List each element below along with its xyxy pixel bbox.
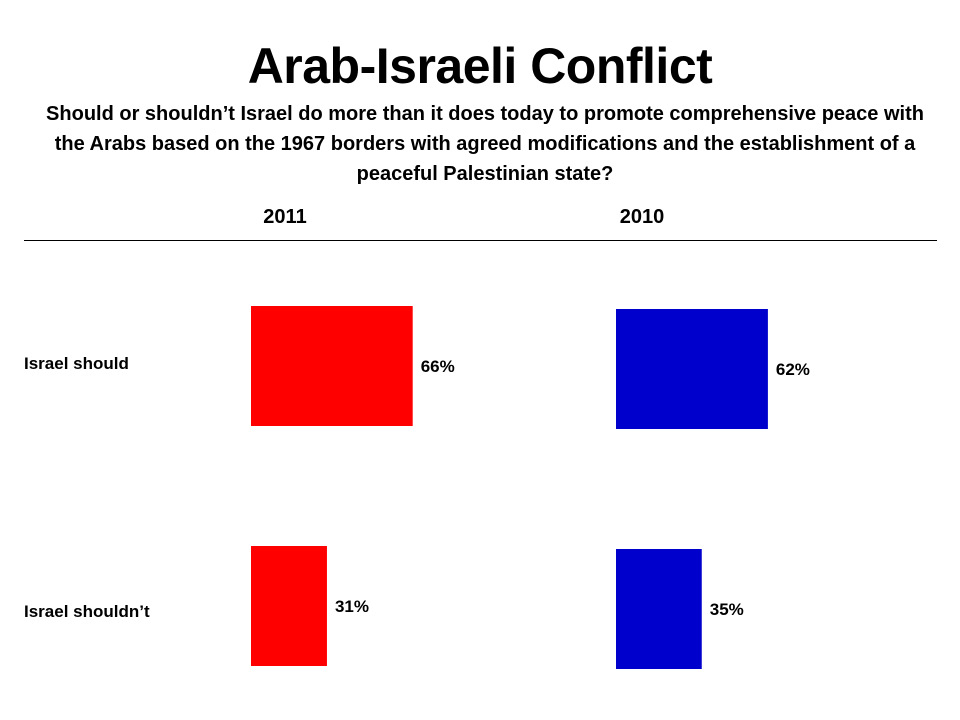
header-divider xyxy=(24,240,937,241)
data-label-2010-shouldnt: 35% xyxy=(710,600,744,619)
chart-title: Arab-Israeli Conflict xyxy=(247,38,713,94)
bar-2011-should xyxy=(251,306,413,426)
bar-2010-should xyxy=(616,309,768,429)
data-label-2010-should: 62% xyxy=(776,360,810,379)
bar-2010-shouldnt xyxy=(616,549,702,669)
category-label-israel-should: Israel should xyxy=(24,354,129,373)
data-label-2011-should: 66% xyxy=(421,357,455,376)
bar-2011-shouldnt xyxy=(251,546,327,666)
category-label-israel-shouldnt: Israel shouldn’t xyxy=(24,602,150,621)
panel-title-2011: 2011 xyxy=(263,206,307,228)
panel-title-2010: 2010 xyxy=(619,206,665,228)
chart-subtitle: Should or shouldn’t Israel do more than … xyxy=(46,103,924,185)
data-label-2011-shouldnt: 31% xyxy=(335,597,369,616)
